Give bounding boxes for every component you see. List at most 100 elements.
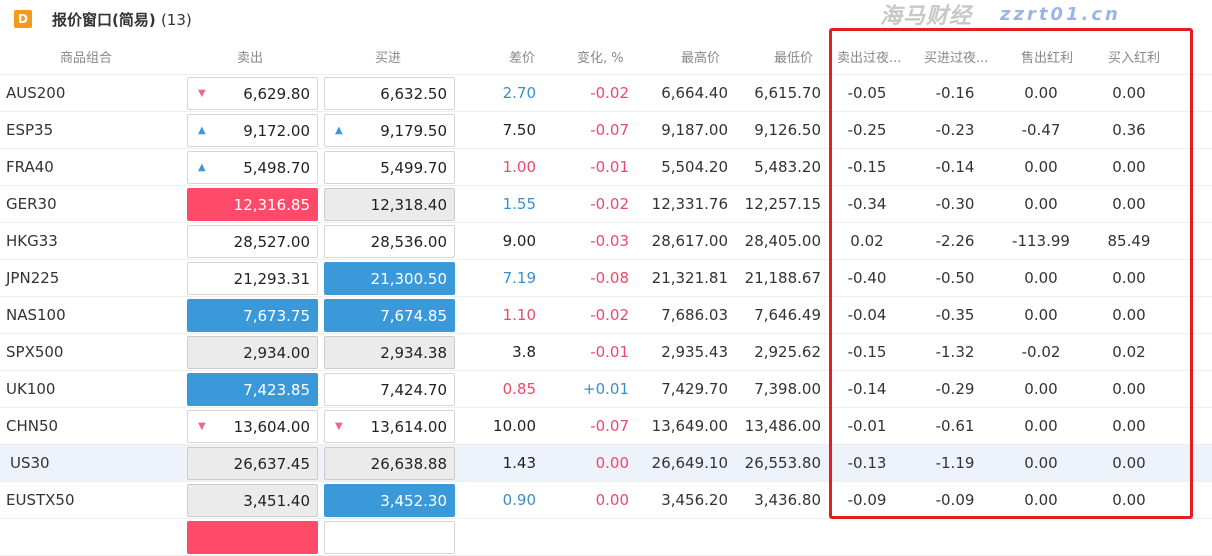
buy-price-box[interactable]: 12,318.40 [324,188,455,221]
buy-price-box[interactable]: 7,424.70 [324,373,455,406]
buy-price-box[interactable]: 2,934.38 [324,336,455,369]
buy-price-box[interactable]: 26,638.88 [324,447,455,480]
symbol-count: (13) [160,10,192,29]
sell-dividend: 0.00 [1024,454,1058,472]
buy-price-box[interactable]: 7,674.85 [324,299,455,332]
buy-dividend: 0.00 [1112,158,1146,176]
high-price: 7,686.03 [661,306,728,324]
header-sell[interactable]: 卖出 [237,50,264,66]
watermark-logo: 海马财经 [880,4,973,29]
header-high[interactable]: 最高价 [681,50,721,66]
high-price: 12,331.76 [651,195,728,213]
buy-price: 7,424.70 [380,380,447,399]
change-percent: -0.02 [590,84,629,102]
symbol-name: SPX500 [6,343,64,361]
sell-price-box[interactable]: 7,673.75 [187,299,318,332]
window-title-text: 报价窗口(简易) [52,10,156,29]
sell-price-box[interactable]: 3,451.40 [187,484,318,517]
table-row[interactable]: JPN225 21,293.31 21,300.50 7.19 -0.08 21… [0,260,1212,297]
sell-price-box[interactable]: ▲ 5,498.70 [187,151,318,184]
table-row[interactable]: ESP35 ▲ 9,172.00 ▲ 9,179.50 7.50 -0.07 9,1… [0,112,1212,149]
table-row[interactable]: UK100 7,423.85 7,424.70 0.85 +0.01 7,429… [0,371,1212,408]
buy-swap: -1.19 [935,454,975,472]
sell-price: 12,316.85 [233,195,310,214]
sell-price-box[interactable]: 2,934.00 [187,336,318,369]
buy-swap: -1.32 [935,343,975,361]
high-price: 13,649.00 [651,417,728,435]
spread: 7.19 [502,269,536,287]
low-price: 26,553.80 [744,454,821,472]
arrow-up-icon: ▲ [198,162,206,173]
buy-price-box[interactable]: 28,536.00 [324,225,455,258]
buy-price: 5,499.70 [380,158,447,177]
sell-price-box[interactable]: 26,637.45 [187,447,318,480]
buy-price: 3,452.30 [380,491,447,510]
header-buy-swap[interactable]: 买进过夜... [924,50,989,66]
sell-price: 21,293.31 [233,269,310,288]
buy-price-box[interactable]: 3,452.30 [324,484,455,517]
low-price: 21,188.67 [744,269,821,287]
buy-price-box[interactable]: ▲ 9,179.50 [324,114,455,147]
buy-price-box[interactable]: 21,300.50 [324,262,455,295]
high-price: 3,456.20 [661,491,728,509]
low-price: 7,646.49 [754,306,821,324]
buy-price-box[interactable] [324,521,455,554]
sell-swap: -0.13 [847,454,887,472]
symbol-name: FRA40 [6,158,54,176]
buy-swap: -0.35 [935,306,975,324]
table-row[interactable]: HKG33 28,527.00 28,536.00 9.00 -0.03 28,… [0,223,1212,260]
sell-price-box[interactable]: 7,423.85 [187,373,318,406]
header-change[interactable]: 变化, % [577,50,624,66]
buy-price: 2,934.38 [380,343,447,362]
sell-dividend: 0.00 [1024,84,1058,102]
table-row[interactable]: GER30 12,316.85 12,318.40 1.55 -0.02 12,… [0,186,1212,223]
buy-price-box[interactable]: ▼ 13,614.00 [324,410,455,443]
header-sell-dividend[interactable]: 售出红利 [1021,50,1074,66]
table-row[interactable]: EUSTX50 3,451.40 3,452.30 0.90 0.00 3,45… [0,482,1212,519]
header-divider [0,74,1212,75]
header-buy[interactable]: 买进 [375,50,402,66]
table-row-partial [0,519,1212,556]
sell-price-box[interactable] [187,521,318,554]
table-row[interactable]: AUS200 ▼ 6,629.80 6,632.50 2.70 -0.02 6,6… [0,75,1212,112]
sell-price: 2,934.00 [243,343,310,362]
buy-swap: -0.14 [935,158,975,176]
spread: 9.00 [502,232,536,250]
low-price: 2,925.62 [754,343,821,361]
change-percent: -0.08 [590,269,629,287]
table-row[interactable]: FRA40 ▲ 5,498.70 5,499.70 1.00 -0.01 5,50… [0,149,1212,186]
spread: 2.70 [502,84,536,102]
header-buy-dividend[interactable]: 买入红利 [1108,50,1161,66]
header-sell-swap[interactable]: 卖出过夜... [837,50,902,66]
buy-dividend: 0.02 [1112,343,1146,361]
window-badge-icon: D [14,10,32,28]
change-percent: -0.01 [590,158,629,176]
table-row[interactable]: NAS100 7,673.75 7,674.85 1.10 -0.02 7,68… [0,297,1212,334]
header-symbol[interactable]: 商品组合 [60,50,113,66]
sell-price: 26,637.45 [233,454,310,473]
symbol-name: ESP35 [6,121,54,139]
sell-price-box[interactable]: 12,316.85 [187,188,318,221]
table-row[interactable]: US30 26,637.45 26,638.88 1.43 0.00 26,64… [0,445,1212,482]
high-price: 6,664.40 [661,84,728,102]
table-row[interactable]: CHN50 ▼ 13,604.00 ▼ 13,614.00 10.00 -0.07 … [0,408,1212,445]
sell-dividend: 0.00 [1024,195,1058,213]
buy-dividend: 0.00 [1112,454,1146,472]
spread: 0.85 [502,380,536,398]
watermark-url: zzrt01.cn [1000,3,1121,25]
buy-price-box[interactable]: 6,632.50 [324,77,455,110]
high-price: 28,617.00 [651,232,728,250]
sell-price-box[interactable]: ▲ 9,172.00 [187,114,318,147]
sell-price-box[interactable]: 28,527.00 [187,225,318,258]
header-low[interactable]: 最低价 [774,50,814,66]
table-row[interactable]: SPX500 2,934.00 2,934.38 3.8 -0.01 2,935… [0,334,1212,371]
buy-price-box[interactable]: 5,499.70 [324,151,455,184]
header-spread[interactable]: 差价 [509,50,536,66]
change-percent: -0.07 [590,121,629,139]
sell-swap: -0.14 [847,380,887,398]
sell-price-box[interactable]: 21,293.31 [187,262,318,295]
sell-price-box[interactable]: ▼ 6,629.80 [187,77,318,110]
sell-swap: 0.02 [850,232,884,250]
low-price: 28,405.00 [744,232,821,250]
sell-price-box[interactable]: ▼ 13,604.00 [187,410,318,443]
